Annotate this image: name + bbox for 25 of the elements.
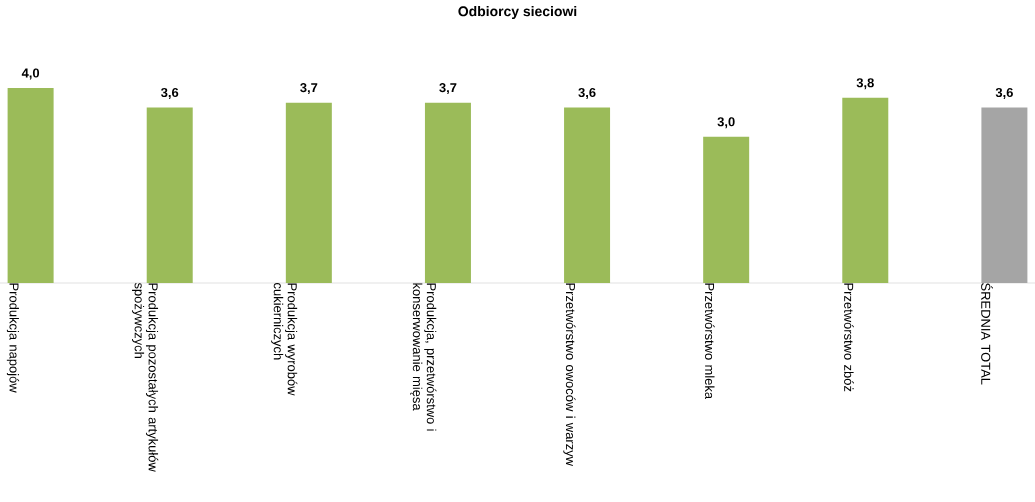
bar bbox=[564, 107, 611, 283]
data-label: 3,8 bbox=[856, 78, 874, 90]
bar bbox=[981, 107, 1028, 283]
x-tick-label: Produkcja pozostałych artykułów spożywczych bbox=[132, 282, 159, 472]
bar bbox=[842, 97, 889, 283]
data-label: 3,7 bbox=[300, 83, 318, 95]
bar bbox=[285, 102, 332, 283]
bar bbox=[7, 88, 54, 283]
data-label: 3,0 bbox=[717, 117, 735, 129]
bar bbox=[703, 136, 750, 283]
data-label: 4,0 bbox=[21, 68, 40, 80]
x-tick-label: Przetwórstwo mleka bbox=[704, 283, 715, 400]
data-label: 3,6 bbox=[578, 87, 596, 99]
x-tick-label: Produkcja wyrobów cukierniczych bbox=[271, 283, 298, 396]
data-label: 3,6 bbox=[995, 87, 1013, 99]
x-tick-label: Przetwórstwo zbóż bbox=[844, 283, 854, 392]
bar bbox=[424, 102, 471, 283]
x-tick-label: ŚREDNIA TOTAL bbox=[981, 283, 993, 385]
x-tick-label: Przetwórstwo owoców i warzyw bbox=[563, 283, 576, 467]
x-tick-label: Produkcja, przetwórstwo i konserwowanie mięsa bbox=[410, 283, 437, 431]
chart-title: Odbiorcy sieciowi bbox=[458, 6, 577, 19]
data-label: 3,7 bbox=[439, 83, 457, 95]
data-label: 3,6 bbox=[161, 87, 179, 99]
bar bbox=[146, 107, 193, 283]
x-tick-label: Produkcja napojów bbox=[6, 283, 20, 393]
